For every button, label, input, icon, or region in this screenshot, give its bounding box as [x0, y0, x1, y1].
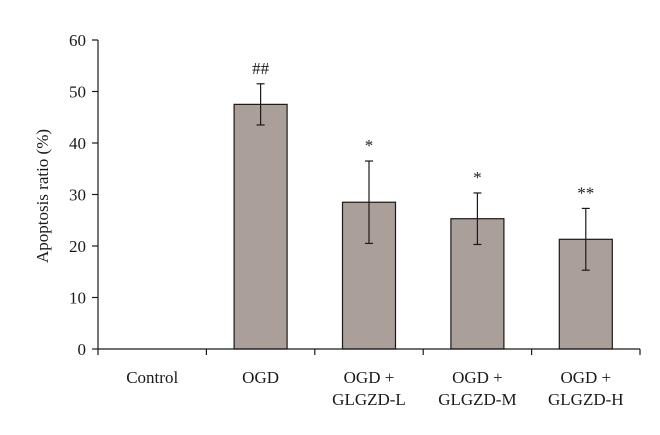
y-axis-title: Apoptosis ratio (%)	[33, 129, 52, 263]
category-label: Control	[126, 368, 178, 387]
significance-label: *	[473, 168, 482, 187]
significance-label: *	[365, 136, 374, 155]
y-tick-label: 0	[78, 340, 87, 359]
category-label: OGD	[242, 368, 279, 387]
category-label: OGD + GLGZD-L	[332, 368, 406, 409]
category-label: OGD + GLGZD-M	[438, 368, 516, 409]
y-tick-label: 30	[69, 186, 86, 205]
y-tick-label: 60	[69, 31, 86, 50]
y-tick-label: 50	[69, 83, 86, 102]
y-tick-label: 40	[69, 134, 86, 153]
y-axis: 0 10 20 30 40 50 60	[69, 31, 99, 359]
significance-label: ##	[252, 59, 270, 78]
y-tick-label: 20	[69, 237, 86, 256]
bars: ##****	[233, 59, 613, 350]
significance-label: **	[577, 183, 594, 202]
y-tick-label: 10	[69, 289, 86, 308]
bar	[233, 103, 288, 350]
category-label: OGD + GLGZD-H	[548, 368, 624, 409]
x-axis: Control OGD OGD + GLGZD-L OGD + GLGZD-M OGD + G…	[97, 348, 641, 409]
